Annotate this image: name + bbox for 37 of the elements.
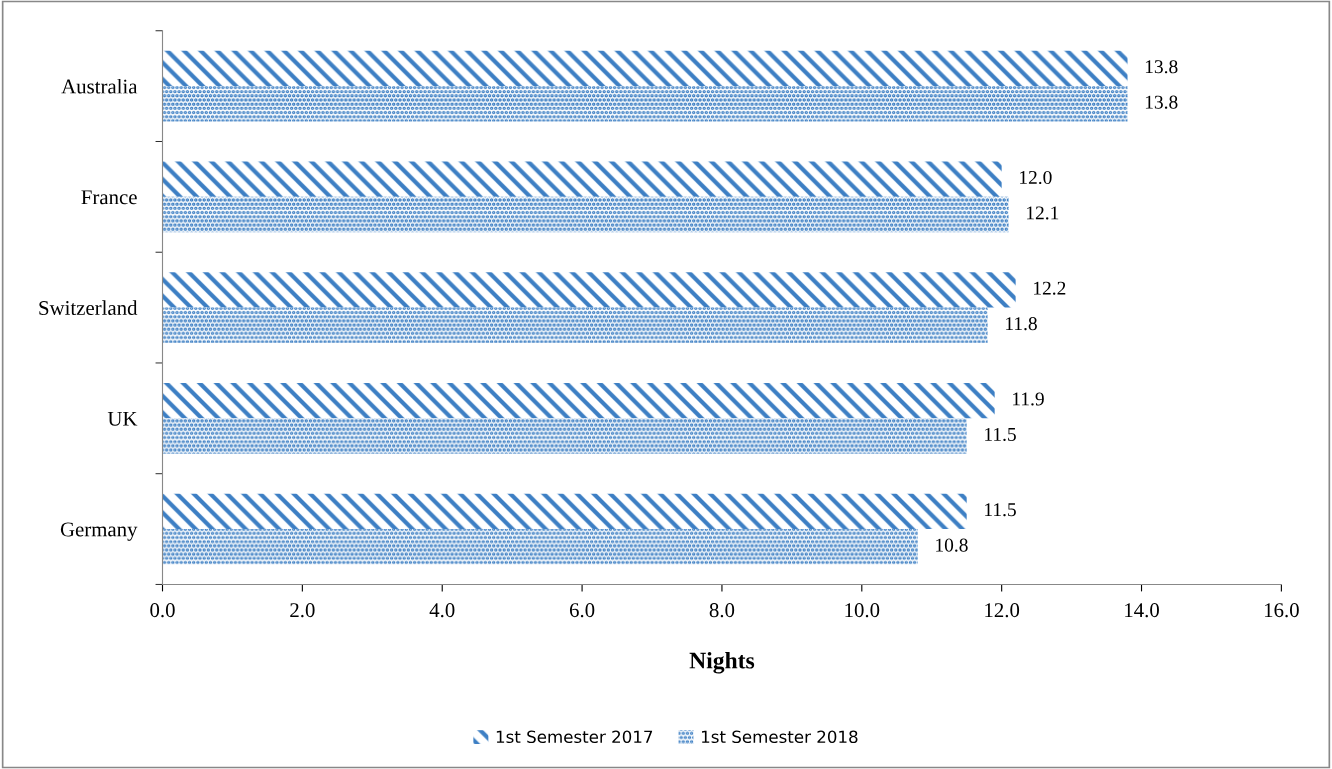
data-label: 10.8 [936,538,968,552]
y-tick-label: UK [107,411,138,426]
data-label: 13.8 [1145,95,1178,109]
data-label: 13.8 [1145,60,1178,74]
y-tick-label: Germany [60,522,138,541]
legend-label: 1st Semester 2018 [702,730,858,744]
legend-label: 1st Semester 2017 [496,730,653,744]
data-label: 11.5 [985,427,1016,442]
data-label: 11.5 [985,503,1016,517]
bar [162,529,918,565]
bar [162,382,995,419]
x-tick-label: 0.0 [150,603,175,618]
bar [162,418,967,454]
data-label: 12.0 [1020,170,1052,185]
x-axis-title: Nights [689,651,755,674]
x-tick-label: 2.0 [290,603,315,618]
x-tick-label: 10.0 [845,603,880,618]
data-label: 11.9 [1013,392,1044,406]
y-tick-label: Switzerland [39,300,138,316]
bar [162,307,988,344]
x-tick-label: 8.0 [709,603,735,618]
x-tick-label: 4.0 [429,603,455,618]
data-label: 11.8 [1006,317,1037,331]
data-label: 12.1 [1027,206,1059,220]
x-tick-label: 16.0 [1264,603,1299,618]
y-tick-label: Australia [61,78,138,94]
bar [162,196,1009,233]
bar [162,272,1016,308]
y-tick-label: France [81,190,137,205]
x-tick-label: 12.0 [985,603,1020,618]
bar [162,86,1128,122]
data-label: 12.2 [1034,281,1066,295]
bar [162,50,1128,87]
x-tick-label: 6.0 [569,603,595,618]
bar [162,493,967,530]
x-tick-label: 14.0 [1125,603,1159,618]
bar [162,161,1002,197]
